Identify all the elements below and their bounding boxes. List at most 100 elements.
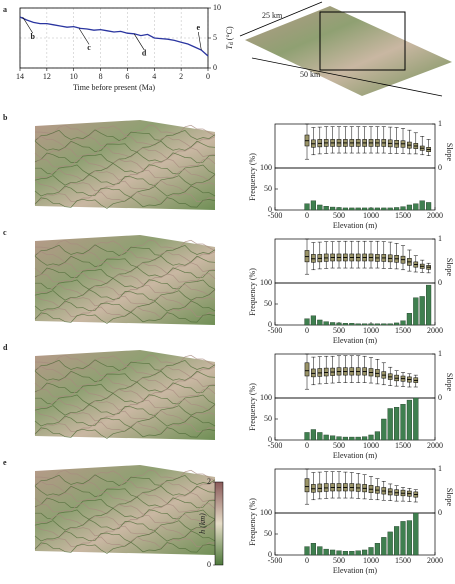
x-tick-label: 500 [333, 441, 345, 450]
y-axis-label: Frequency (%) [248, 153, 257, 201]
x-tick-label: 1500 [395, 326, 411, 335]
histogram-bar [368, 547, 374, 556]
annotation-arrow [78, 28, 90, 45]
terrain-ridge [34, 151, 216, 164]
histogram-bar [394, 407, 400, 441]
histogram-bar [426, 202, 432, 211]
histogram-bar [394, 322, 400, 326]
histogram-bar [362, 549, 368, 556]
terrain-ridge [34, 300, 216, 313]
histogram-bar [323, 434, 329, 441]
y-axis-label: Td (°C) [225, 26, 236, 50]
histogram-bar [342, 436, 349, 441]
x-tick-label: 2000 [427, 326, 443, 335]
histogram-bar [368, 207, 374, 211]
x-tick-label: 1000 [363, 441, 379, 450]
terrain-ridge [34, 147, 216, 159]
terrain-ridge [34, 262, 216, 274]
histogram-bar [394, 526, 400, 556]
terrain-ridge [34, 474, 216, 486]
histogram-bar [355, 207, 361, 211]
colorbar-tick-label: 0 [207, 560, 211, 569]
terrain-ridge [34, 381, 216, 394]
histogram-bar [317, 546, 323, 556]
histogram-bar [381, 418, 387, 441]
slope-frame [274, 353, 436, 399]
length-label: 50 km [300, 70, 321, 79]
histogram-bar [413, 297, 419, 326]
histogram-bar [336, 322, 342, 326]
y-tick-label: 50 [264, 414, 272, 423]
histogram-bar [406, 313, 413, 326]
slope-box [304, 362, 310, 377]
terrain-render [35, 350, 215, 440]
x-tick-label: -500 [268, 556, 283, 565]
histogram-bar [330, 322, 336, 326]
terrain-render [35, 465, 215, 555]
histogram-bar [317, 319, 323, 326]
y2-axis-label: Slope [445, 143, 454, 162]
x-tick-label: 500 [333, 556, 345, 565]
histogram-bar [323, 206, 329, 211]
panel-label: a [3, 5, 7, 14]
x-tick-label: 1000 [363, 211, 379, 220]
terrain-ridge [34, 496, 216, 509]
terrain-ridge [35, 392, 216, 405]
histogram-bar [336, 550, 342, 556]
x-tick-label: 1500 [395, 211, 411, 220]
histogram-bar [413, 203, 419, 211]
y-tick-label: 0 [268, 205, 272, 214]
histogram-bar [342, 551, 349, 556]
y-axis-label: Frequency (%) [248, 498, 257, 546]
x-axis-label: Elevation (m) [333, 566, 378, 575]
histogram-bar [330, 206, 336, 211]
terrain-ridge [34, 266, 216, 279]
histogram-bar [355, 436, 361, 441]
slope-box [304, 478, 310, 493]
x-tick-label: -500 [268, 441, 283, 450]
terrain-render [35, 120, 215, 210]
x-tick-label: 500 [333, 211, 345, 220]
histogram-bar [304, 546, 310, 556]
histogram-bar [362, 436, 368, 441]
histogram-bar [336, 436, 342, 441]
y-tick-label: 100 [260, 278, 272, 287]
terrain-ridge [34, 359, 216, 371]
histogram-bar [362, 207, 368, 211]
x-tick-label: 14 [16, 72, 24, 81]
panel-label: d [3, 343, 8, 352]
histogram-bar [406, 399, 413, 441]
histogram-bar [419, 200, 425, 211]
x-tick-label: 0 [206, 72, 210, 81]
annotation-label: e [197, 23, 201, 32]
histogram-bar [374, 431, 381, 441]
y-tick-label: 50 [264, 184, 272, 193]
x-tick-label: 12 [43, 72, 51, 81]
terrain-ridge [34, 244, 216, 256]
y2-tick-label: 0 [438, 278, 442, 287]
x-axis-label: Time before present (Ma) [73, 83, 155, 92]
x-tick-label: 0 [305, 441, 309, 450]
histogram-bar [400, 206, 406, 211]
y-tick-label: 100 [260, 393, 272, 402]
histogram-bar [349, 551, 355, 556]
terrain-ridge [34, 370, 216, 383]
y2-tick-label: 1 [438, 349, 442, 358]
x-tick-label: 0 [305, 211, 309, 220]
histogram-bar [374, 323, 381, 326]
terrain-ridge [35, 277, 216, 290]
annotation-label: b [30, 32, 35, 41]
terrain-ridge [34, 502, 216, 515]
terrain-ridge [34, 377, 216, 389]
x-tick-label: 1500 [395, 441, 411, 450]
terrain-render [35, 235, 215, 325]
histogram-bar [342, 323, 349, 326]
terrain-ridge [34, 283, 216, 296]
y2-tick-label: 0 [438, 393, 442, 402]
histogram-bar [310, 543, 317, 556]
x-axis-label: Elevation (m) [333, 336, 378, 345]
y2-tick-label: 0 [438, 163, 442, 172]
annotation-arrow [133, 33, 145, 50]
x-tick-label: 1000 [363, 556, 379, 565]
y2-axis-label: Slope [445, 373, 454, 392]
